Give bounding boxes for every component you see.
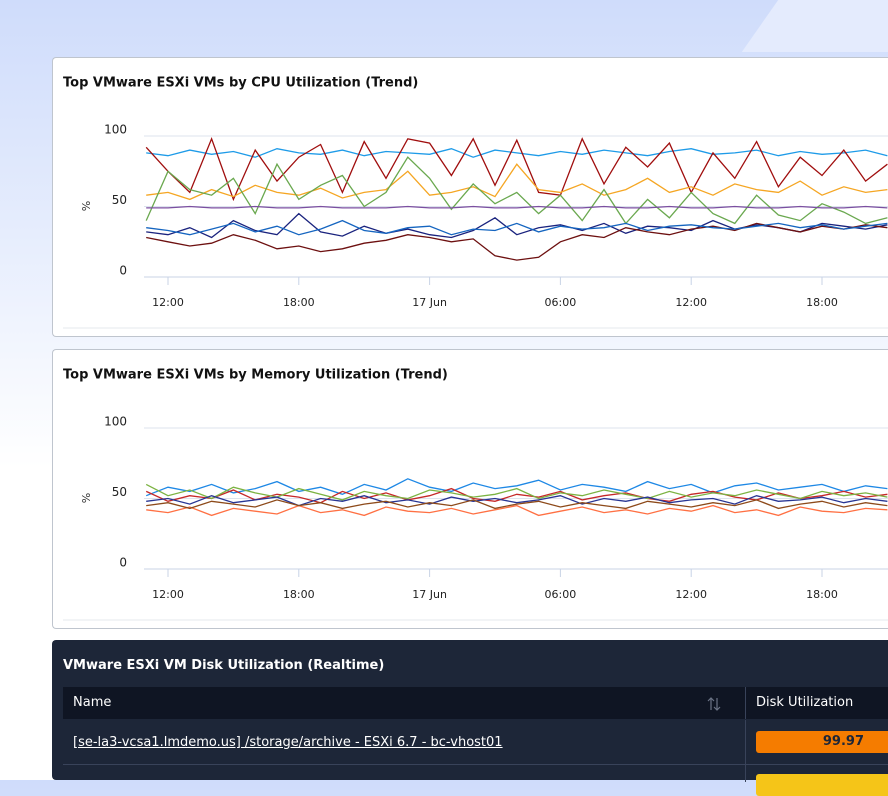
y-tick-label: 50: [112, 485, 127, 499]
cpu-panel: Top VMware ESXi VMs by CPU Utilization (…: [52, 57, 888, 337]
line-series: [146, 163, 888, 201]
utilization-bar: [756, 731, 888, 753]
y-axis-label: %: [80, 201, 93, 211]
x-tick-label: 18:00: [283, 588, 315, 601]
column-divider: [745, 720, 746, 782]
x-tick-label: 12:00: [152, 588, 184, 601]
chart-title: Top VMware ESXi VMs by Memory Utilizatio…: [63, 368, 448, 383]
y-tick-label: 0: [119, 556, 127, 570]
line-series: [145, 136, 888, 202]
line-series: [146, 499, 888, 510]
header-cell[interactable]: Disk Utilization: [756, 695, 854, 710]
x-tick-label: 17 Jun: [412, 588, 447, 601]
disk-panel: VMware ESXi VM Disk Utilization (Realtim…: [52, 640, 888, 796]
utilization-value: 99.97: [822, 734, 864, 749]
x-tick-label: 18:00: [283, 296, 315, 309]
line-series: [146, 504, 888, 517]
utilization-bar: [756, 774, 888, 796]
y-tick-label: 100: [104, 123, 127, 137]
x-tick-label: 12:00: [675, 296, 707, 309]
table-row: [63, 720, 888, 765]
x-tick-label: 12:00: [152, 296, 184, 309]
x-tick-label: 12:00: [675, 588, 707, 601]
header-cell[interactable]: Name: [73, 695, 112, 710]
x-tick-label: 17 Jun: [412, 296, 447, 309]
table-title: VMware ESXi VM Disk Utilization (Realtim…: [63, 658, 385, 673]
memory-panel: Top VMware ESXi VMs by Memory Utilizatio…: [52, 349, 888, 629]
line-series: [146, 222, 888, 261]
line-series: [146, 495, 888, 507]
chart: Top VMware ESXi VMs by Memory Utilizatio…: [63, 368, 888, 621]
line-series: [145, 478, 888, 497]
line-series: [146, 219, 888, 236]
x-tick-label: 18:00: [806, 296, 838, 309]
y-tick-label: 0: [119, 264, 127, 278]
line-series: [146, 212, 888, 239]
chart-title: Top VMware ESXi VMs by CPU Utilization (…: [63, 76, 418, 91]
y-axis-label: %: [80, 493, 93, 503]
y-tick-label: 50: [112, 193, 127, 207]
line-series: [146, 205, 888, 209]
x-tick-label: 18:00: [806, 588, 838, 601]
background-shape: [741, 0, 888, 52]
row-link[interactable]: [se-la3-vcsa1.lmdemo.us] /storage/archiv…: [73, 735, 503, 750]
y-tick-label: 100: [104, 415, 127, 429]
line-series: [145, 156, 888, 225]
chart: Top VMware ESXi VMs by CPU Utilization (…: [63, 76, 888, 329]
line-series: [146, 148, 888, 158]
table-header: Name Disk Utilization: [63, 687, 888, 719]
column-divider: [745, 687, 746, 719]
sort-icon[interactable]: [707, 696, 721, 712]
x-tick-label: 06:00: [545, 588, 577, 601]
line-series: [145, 483, 888, 501]
x-tick-label: 06:00: [545, 296, 577, 309]
